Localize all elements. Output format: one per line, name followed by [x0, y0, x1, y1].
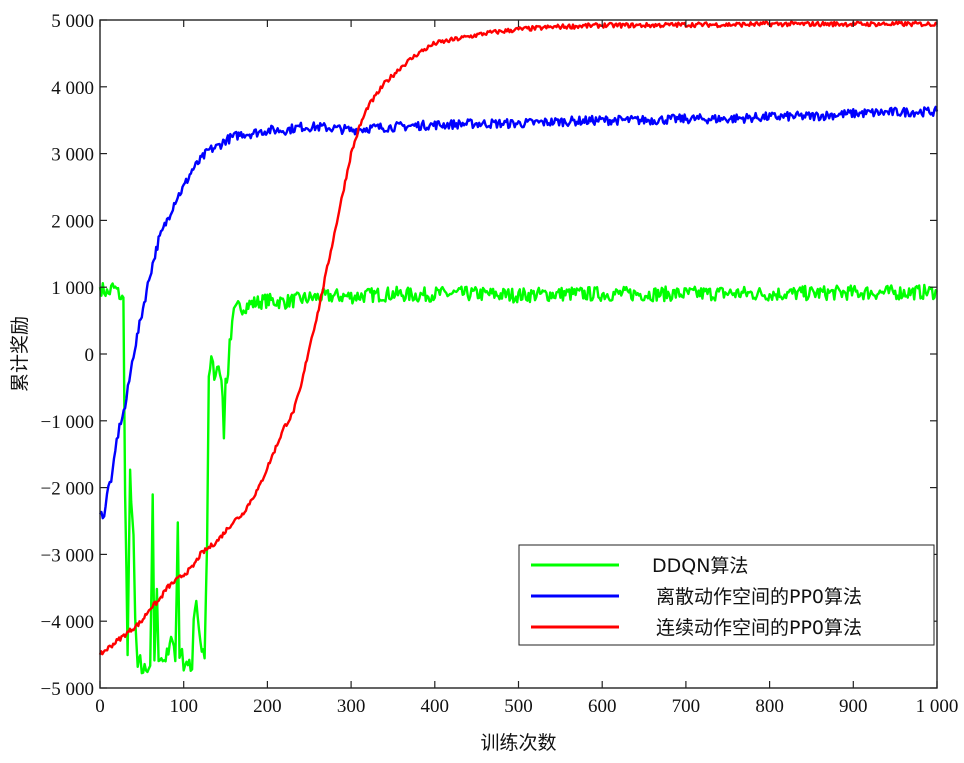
y-tick-label: 5 000: [51, 11, 94, 32]
y-tick-label: −3 000: [41, 545, 94, 566]
y-tick-label: 4 000: [51, 78, 94, 99]
y-tick-label: 2 000: [51, 211, 94, 232]
x-tick-label: 700: [672, 696, 701, 717]
x-tick-label: 500: [504, 696, 533, 717]
x-tick-label: 1 000: [916, 696, 959, 717]
ticks-layer: 0 100 200 300 400 500 600 700 800 900 1 000 −5 000 −…: [41, 11, 959, 717]
series-line-3: [98, 20, 938, 656]
legend-label-1: DDQN算法: [652, 555, 748, 577]
y-tick-label: −5 000: [41, 679, 94, 700]
series-layer: [98, 20, 939, 675]
legend-label-2: 离散动作空间的PP0算法: [656, 586, 862, 608]
x-tick-label: 600: [588, 696, 617, 717]
y-tick-label: −2 000: [41, 479, 94, 500]
x-tick-label: 800: [755, 696, 784, 717]
x-tick-label: 100: [169, 696, 198, 717]
x-tick-label: 200: [253, 696, 282, 717]
x-axis-title: 训练次数: [480, 732, 556, 754]
y-tick-label: −4 000: [41, 612, 94, 633]
x-tick-label: 900: [839, 696, 868, 717]
x-tick-label: 400: [421, 696, 450, 717]
x-tick-label: 300: [337, 696, 366, 717]
legend-label-3: 连续动作空间的PP0算法: [656, 617, 862, 639]
series-line-2: [98, 105, 939, 520]
y-tick-label: 1 000: [51, 278, 94, 299]
y-tick-label: −1 000: [41, 412, 94, 433]
x-tick-label: 0: [95, 696, 105, 717]
y-axis-title: 累计奖励: [9, 316, 31, 392]
y-tick-label: 0: [85, 345, 95, 366]
y-tick-label: 3 000: [51, 145, 94, 166]
series-line-1: [98, 282, 938, 675]
